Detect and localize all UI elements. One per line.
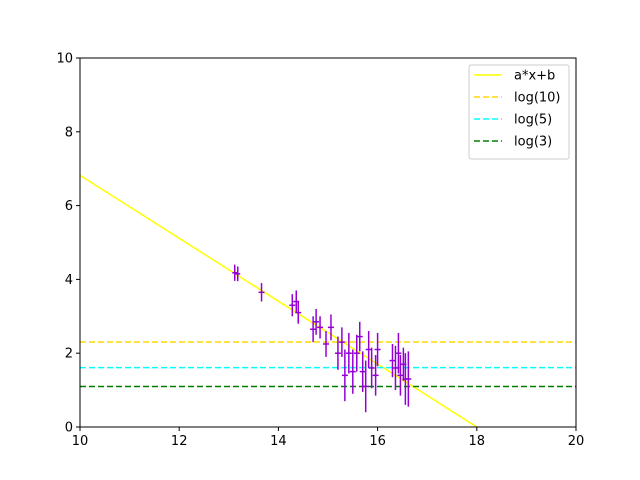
data-point-27 <box>397 355 404 396</box>
data-point-1 <box>235 266 241 282</box>
data-point-9 <box>323 331 329 357</box>
data-point-20 <box>365 331 372 368</box>
legend-label-2: log(5) <box>514 113 552 128</box>
y-tick-label-1: 2 <box>65 347 73 362</box>
x-tick-label-2: 14 <box>270 434 287 449</box>
series-line-0 <box>80 174 478 427</box>
y-tick-label-3: 6 <box>65 199 73 214</box>
data-point-22 <box>372 355 379 396</box>
data-point-5 <box>295 301 302 324</box>
legend-label-3: log(3) <box>514 135 552 150</box>
data-point-10 <box>328 314 334 341</box>
data-point-17 <box>356 321 363 352</box>
data-point-21 <box>368 347 375 389</box>
y-tick-label-0: 0 <box>65 421 73 436</box>
y-tick-label-5: 10 <box>56 52 73 67</box>
legend-label-0: a*x+b <box>514 69 555 84</box>
data-point-11 <box>334 336 341 370</box>
data-point-14 <box>345 332 352 374</box>
x-tick-label-1: 12 <box>171 434 188 449</box>
x-tick-label-3: 16 <box>369 434 386 449</box>
data-point-13 <box>341 349 348 402</box>
y-tick-label-2: 4 <box>65 273 73 288</box>
data-point-15 <box>349 349 356 394</box>
data-point-3 <box>289 294 296 317</box>
data-point-8 <box>317 316 324 339</box>
x-tick-label-4: 18 <box>469 434 486 449</box>
data-point-0 <box>232 264 238 281</box>
data-point-2 <box>258 283 265 302</box>
data-point-7 <box>313 308 320 335</box>
data-point-23 <box>374 332 381 367</box>
x-tick-label-5: 20 <box>568 434 585 449</box>
data-point-12 <box>338 327 345 357</box>
data-point-26 <box>395 332 402 374</box>
data-point-16 <box>353 334 360 372</box>
plot-frame <box>79 57 577 428</box>
legend-label-1: log(10) <box>514 91 561 106</box>
legend-box <box>468 64 570 160</box>
y-tick-label-4: 8 <box>65 125 73 140</box>
data-point-30 <box>405 351 412 407</box>
data-point-18 <box>359 351 366 392</box>
data-point-19 <box>362 360 369 413</box>
x-tick-label-0: 10 <box>72 434 89 449</box>
data-point-6 <box>310 316 317 343</box>
data-point-24 <box>389 343 396 378</box>
